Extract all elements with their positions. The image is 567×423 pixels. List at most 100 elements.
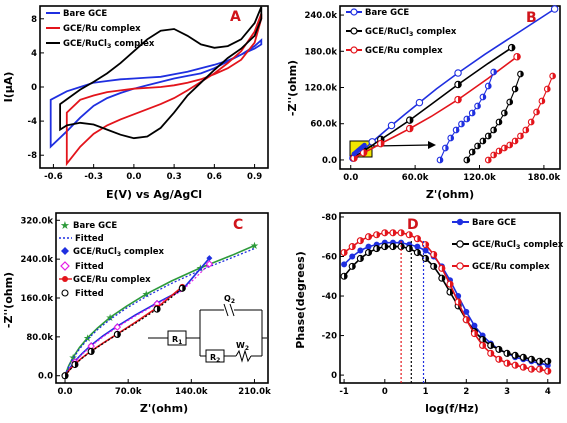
nyquist-gce-rucl3-marker-half xyxy=(458,81,462,88)
nyquist-gce-rucl3-marker-half xyxy=(409,116,413,124)
panel-c-xtick-label: 140.0k xyxy=(175,387,208,397)
fit-line-fitted-3-marker-half xyxy=(65,372,69,379)
inset-bare-gce-marker-half xyxy=(482,94,486,100)
fit-bare-gce-marker: ★ xyxy=(250,241,259,252)
legend-marker-gce-ru xyxy=(456,262,464,270)
legend-suffix: complex xyxy=(520,240,563,250)
inset-bare-gce-marker-half xyxy=(477,103,481,109)
panel-b-xtick-label: 60.0k xyxy=(402,173,429,183)
inset-gce-rucl3-marker-half xyxy=(493,127,497,133)
legend-label-fitted-3: Fitted xyxy=(75,289,104,299)
bode-gce-rucl3-marker-half xyxy=(498,346,502,353)
bode-gce-rucl3-marker-half xyxy=(344,273,348,280)
legend-marker-gce-rucl3 xyxy=(61,247,69,255)
inset-gce-rucl3-marker-half xyxy=(482,138,486,144)
inset-gce-rucl3-marker-half xyxy=(477,143,481,149)
bode-bare-gce-marker xyxy=(349,253,356,260)
bode-gce-ru-marker-half xyxy=(507,360,511,367)
panel-a-ytick-label: 8 xyxy=(31,15,37,25)
bode-gce-rucl3-marker-half xyxy=(360,255,364,262)
fit-line-fitted-3-marker-half xyxy=(117,331,121,338)
panel-d-xtick-label: 0 xyxy=(382,387,388,397)
inset-gce-ru-marker-half xyxy=(515,138,518,144)
panel-b-ytick-label: 240.0k xyxy=(304,11,337,21)
bode-gce-ru-marker-half xyxy=(433,251,437,258)
nyquist-gce-ru-marker-half xyxy=(409,125,413,132)
fit-line-fitted-1-line xyxy=(64,247,255,376)
panel-b-legend: Bare GCE GCE/RuCl3 complex GCE/Ru comple… xyxy=(346,8,457,56)
bode-gce-ru-marker-half xyxy=(409,231,413,238)
panel-b-xtick-label: 120.0k xyxy=(463,173,496,183)
bode-gce-rucl3-marker-half xyxy=(490,342,494,349)
panel-a-ytick-label: 0 xyxy=(31,83,37,93)
bode-gce-ru-marker-half xyxy=(466,316,470,323)
fit-bare-gce-marker: ★ xyxy=(83,333,92,344)
bode-gce-rucl3-marker-half xyxy=(441,275,445,282)
panel-c-fitted-nyquist: C Z'(ohm) -Z''(ohm) ★ Bare GCE Fitted GC… xyxy=(2,212,269,415)
legend-label-gce-rucl3: GCE/RuCl3 complex xyxy=(365,27,457,38)
nyquist-gce-ru-marker-half xyxy=(517,53,521,60)
inset-gce-rucl3-marker-half xyxy=(472,149,475,155)
fit-line-fitted-2-marker xyxy=(205,260,214,268)
panel-a-xtick-label: 0.6 xyxy=(207,172,222,182)
panel-c-ytick-label: 80.0k xyxy=(26,333,53,343)
legend-label-fitted-2: Fitted xyxy=(75,262,104,272)
fit-bare-gce-marker: ★ xyxy=(142,290,151,301)
panel-b-label: B xyxy=(526,10,537,26)
legend-label-bare-gce: Bare GCE xyxy=(472,218,516,228)
panel-c-xtick-label: 210.0k xyxy=(238,387,271,397)
panel-d-xlabel: log(f/Hz) xyxy=(425,402,479,415)
panel-d-legend: Bare GCE GCE/RuCl3 complex GCE/Ru comple… xyxy=(452,218,564,272)
nyquist-gce-rucl3-line xyxy=(350,47,513,161)
inset-gce-ru-marker-half xyxy=(547,86,551,92)
bode-gce-rucl3-marker-half xyxy=(401,243,405,250)
bode-gce-ru-marker-half xyxy=(474,330,478,337)
cv-curve-gce-ru xyxy=(65,13,263,167)
zoom-arrow-head xyxy=(428,141,436,149)
inset-bare-gce-marker-half xyxy=(461,121,465,127)
inset-bare-gce-marker-half xyxy=(440,157,443,163)
panel-d-label: D xyxy=(407,217,419,233)
panel-d-xtick-label: 4 xyxy=(545,387,551,397)
panel-a-legend: Bare GCE GCE/Ru complex GCE/RuCl3 comple… xyxy=(46,9,155,50)
bode-gce-ru-marker-half xyxy=(425,241,429,248)
inset-gce-rucl3-marker-half xyxy=(520,71,524,77)
panel-d-ylabel: Phase(degrees) xyxy=(294,251,307,348)
inset-gce-ru-marker-half xyxy=(488,157,492,163)
bode-gce-rucl3-marker-half xyxy=(425,255,429,262)
panel-b-xtick-label: 180.0k xyxy=(528,173,561,183)
inset-gce-rucl3-marker-half xyxy=(504,110,508,116)
legend-label-gce-rucl3: GCE/RuCl3 complex xyxy=(63,39,155,50)
bode-gce-rucl3-marker-half xyxy=(531,356,535,363)
bode-gce-rucl3-marker-half xyxy=(482,336,486,343)
fit-line-fitted-3-line xyxy=(64,287,183,377)
legend-marker-gce-ru xyxy=(62,276,68,282)
panel-a-xtick-label: 0.0 xyxy=(126,172,141,182)
fit-bare-gce-marker: ★ xyxy=(69,353,78,364)
inset-bare-gce-marker-half xyxy=(493,69,497,75)
bode-gce-rucl3-marker-half xyxy=(507,350,511,357)
panel-d-ytick-label: -60 xyxy=(322,252,337,262)
inset-gce-rucl3-marker-half xyxy=(509,99,513,105)
inset-gce-rucl3-marker-half xyxy=(488,133,492,139)
bode-gce-rucl3-marker-half xyxy=(376,245,380,252)
panel-a-ytick-label: -4 xyxy=(28,117,38,127)
panel-a-cyclic-voltammogram: A E(V) vs Ag/AgCl I(μA) Bare GCE GCE/Ru … xyxy=(2,5,269,201)
cv-curve-gce-rucl3 xyxy=(59,6,263,140)
legend-label-gce-rucl3: GCE/RuCl3 complex xyxy=(73,247,165,258)
legend-suffix: complex xyxy=(111,39,154,49)
legend-marker-fitted-2 xyxy=(60,261,70,271)
legend-label-bare-gce: Bare GCE xyxy=(365,8,409,18)
bode-gce-rucl3-marker-half xyxy=(515,352,519,359)
legend-marker-bare-gce xyxy=(350,8,358,16)
inset-gce-rucl3-marker-half xyxy=(515,86,518,92)
legend-marker-gce-rucl3 xyxy=(350,27,358,35)
circuit-q2-b xyxy=(229,303,235,317)
circuit-w2 xyxy=(235,349,252,363)
circuit-label-r1: R1 xyxy=(172,335,182,346)
panel-a-label: A xyxy=(230,9,241,25)
bode-gce-ru-marker-half xyxy=(515,362,519,369)
nyquist-gce-ru-marker-half xyxy=(380,140,384,147)
panel-c-ylabel: -Z''(ohm) xyxy=(2,272,15,328)
